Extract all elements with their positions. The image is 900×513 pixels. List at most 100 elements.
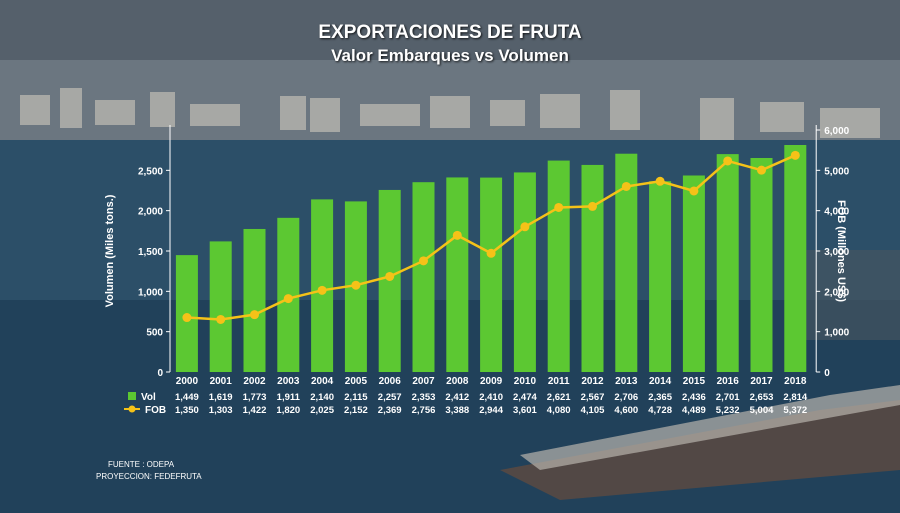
vol-bar (581, 164, 604, 372)
vol-value-label: 2,653 (750, 392, 774, 403)
vol-value-label: 2,412 (445, 392, 469, 403)
vol-bar (716, 154, 739, 372)
right-tick-label: 6,000 (824, 126, 849, 137)
x-tick-label: 2011 (548, 376, 570, 387)
vol-bar (682, 175, 705, 372)
left-tick-label: 1,500 (138, 247, 163, 258)
vol-bar (750, 157, 773, 372)
vol-bar (446, 177, 469, 372)
vol-value-label: 2,140 (310, 392, 334, 403)
y-axis-title: Volumen (Miles tons.) (104, 194, 116, 307)
fob-value-label: 2,944 (479, 405, 503, 416)
vol-value-label: 2,257 (378, 392, 402, 403)
vol-bar (311, 199, 334, 372)
fob-value-label: 4,080 (547, 405, 571, 416)
vol-value-label: 2,410 (479, 392, 503, 403)
vol-value-label: 2,365 (648, 392, 672, 403)
x-tick-label: 2014 (649, 376, 672, 387)
fob-value-label: 1,350 (175, 405, 199, 416)
fob-point (689, 186, 699, 196)
vol-bar (378, 189, 401, 372)
vol-value-label: 1,911 (277, 392, 301, 403)
vol-value-label: 2,436 (682, 392, 706, 403)
vol-value-label: 2,567 (581, 392, 605, 403)
fob-point (655, 176, 665, 186)
vol-bar (784, 145, 807, 372)
fob-value-label: 5,004 (750, 405, 774, 416)
fob-point (419, 256, 428, 266)
fob-point (554, 202, 564, 212)
fob-point (216, 314, 226, 324)
left-tick-label: 500 (146, 328, 163, 339)
vol-bar (412, 182, 435, 372)
vol-bar (513, 172, 536, 372)
x-tick-label: 2008 (446, 376, 469, 387)
x-tick-label: 2018 (784, 376, 807, 387)
fob-value-label: 4,489 (682, 405, 706, 416)
source-fuente: FUENTE : ODEPA (108, 460, 175, 469)
legend-vol-label: Vol (141, 392, 156, 403)
x-tick-label: 2001 (210, 376, 233, 387)
right-tick-label: 4,000 (824, 207, 849, 218)
legend-fob-marker (128, 405, 136, 413)
vol-value-label: 2,701 (716, 392, 740, 403)
vol-bar (547, 160, 570, 372)
vol-value-label: 1,619 (209, 392, 233, 403)
x-tick-label: 2003 (277, 376, 300, 387)
fob-point (250, 310, 259, 320)
x-tick-label: 2009 (480, 376, 503, 387)
fob-point (283, 294, 293, 304)
x-tick-label: 2000 (176, 376, 199, 387)
vol-value-label: 2,474 (513, 392, 537, 403)
fob-point (757, 165, 766, 175)
left-tick-label: 2,000 (138, 207, 163, 218)
vol-bar (243, 228, 266, 372)
legend-vol-swatch (128, 392, 136, 400)
x-tick-label: 2016 (717, 376, 740, 387)
fob-value-label: 4,728 (648, 405, 672, 416)
y2-axis-title: FOB (Millones US$) (835, 200, 847, 302)
x-tick-label: 2015 (683, 376, 706, 387)
fob-point (182, 313, 192, 323)
fob-point (520, 222, 530, 232)
left-tick-label: 0 (157, 368, 163, 379)
legend-fob-label: FOB (145, 405, 166, 416)
fob-point (486, 248, 496, 258)
fob-value-label: 2,025 (310, 405, 334, 416)
x-tick-label: 2007 (412, 376, 435, 387)
x-tick-label: 2006 (379, 376, 402, 387)
right-tick-label: 1,000 (824, 328, 849, 339)
vol-bar (615, 153, 638, 372)
fob-point (385, 271, 395, 281)
fob-point (351, 280, 361, 290)
fob-point (723, 156, 733, 166)
vol-value-label: 2,621 (547, 392, 571, 403)
fob-point (621, 181, 631, 191)
x-tick-label: 2004 (311, 376, 334, 387)
right-tick-label: 3,000 (824, 247, 849, 258)
vol-value-label: 1,773 (243, 392, 267, 403)
fob-value-label: 1,303 (209, 405, 233, 416)
vol-bar (649, 181, 672, 372)
x-tick-label: 2012 (581, 376, 604, 387)
fob-point (452, 230, 462, 240)
left-tick-label: 2,500 (138, 166, 163, 177)
x-tick-label: 2017 (750, 376, 773, 387)
vol-value-label: 1,449 (175, 392, 199, 403)
fob-point (588, 201, 597, 211)
chart-title: EXPORTACIONES DE FRUTA (318, 22, 582, 43)
vol-bar (209, 241, 232, 372)
x-tick-label: 2013 (615, 376, 638, 387)
right-tick-label: 2,000 (824, 287, 849, 298)
fob-value-label: 5,232 (716, 405, 740, 416)
x-tick-label: 2010 (514, 376, 537, 387)
source-proyeccion: PROYECCION: FEDEFRUTA (96, 472, 202, 481)
fob-value-label: 3,601 (513, 405, 537, 416)
fob-value-label: 4,600 (614, 405, 638, 416)
x-tick-label: 2002 (243, 376, 266, 387)
vol-value-label: 2,814 (783, 392, 807, 403)
fob-value-label: 1,422 (243, 405, 267, 416)
right-tick-label: 5,000 (824, 166, 849, 177)
